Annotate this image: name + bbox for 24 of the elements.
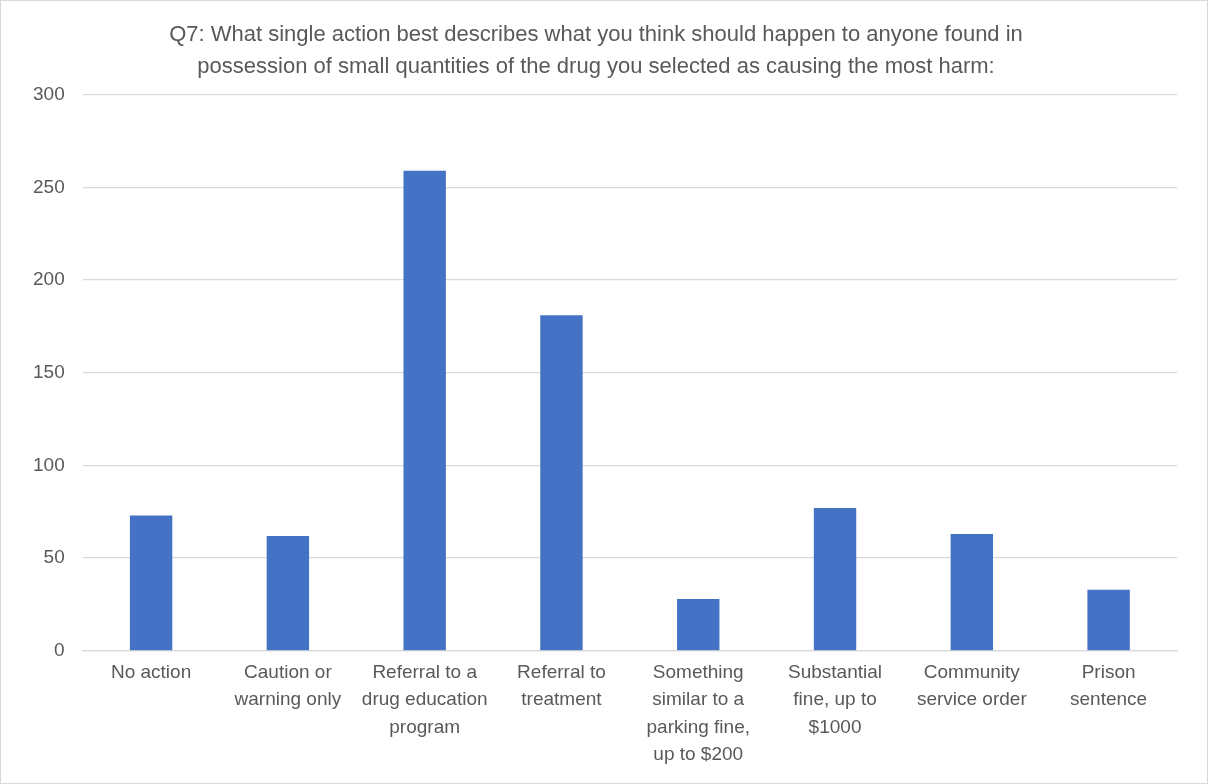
x-tick-label: Referral to treatment	[517, 660, 606, 710]
bar	[813, 508, 857, 651]
y-tick-label: 0	[54, 639, 65, 661]
bar	[677, 598, 720, 651]
bar	[129, 515, 173, 651]
y-tick-label: 150	[33, 361, 65, 383]
y-tick-label: 200	[33, 268, 65, 290]
y-tick-label: 250	[33, 175, 65, 197]
chart-title: Q7: What single action best describes what you think should happen to anyone found in possession of small quantities of the drug you selected as causing the most harm:	[169, 21, 1023, 78]
y-tick-label: 100	[33, 453, 65, 475]
y-tick-label: 300	[33, 83, 65, 105]
bar	[266, 535, 310, 651]
x-tick-label: Referral to a drug education program	[361, 660, 488, 737]
x-tick-label: Community service order	[916, 660, 1028, 710]
x-tick-label: Substantial fine, up to $1000	[788, 660, 883, 737]
bar	[1087, 589, 1130, 651]
x-tick-label: Something similar to a parking fine, up to $200	[646, 660, 750, 765]
x-tick-label: Prison sentence	[1070, 660, 1148, 710]
x-tick-label: Caution or warning only	[233, 660, 342, 710]
bar	[950, 534, 994, 651]
bar	[540, 315, 583, 651]
x-tick-label: No action	[110, 660, 192, 682]
bar	[403, 170, 446, 651]
y-tick-label: 50	[43, 546, 65, 568]
